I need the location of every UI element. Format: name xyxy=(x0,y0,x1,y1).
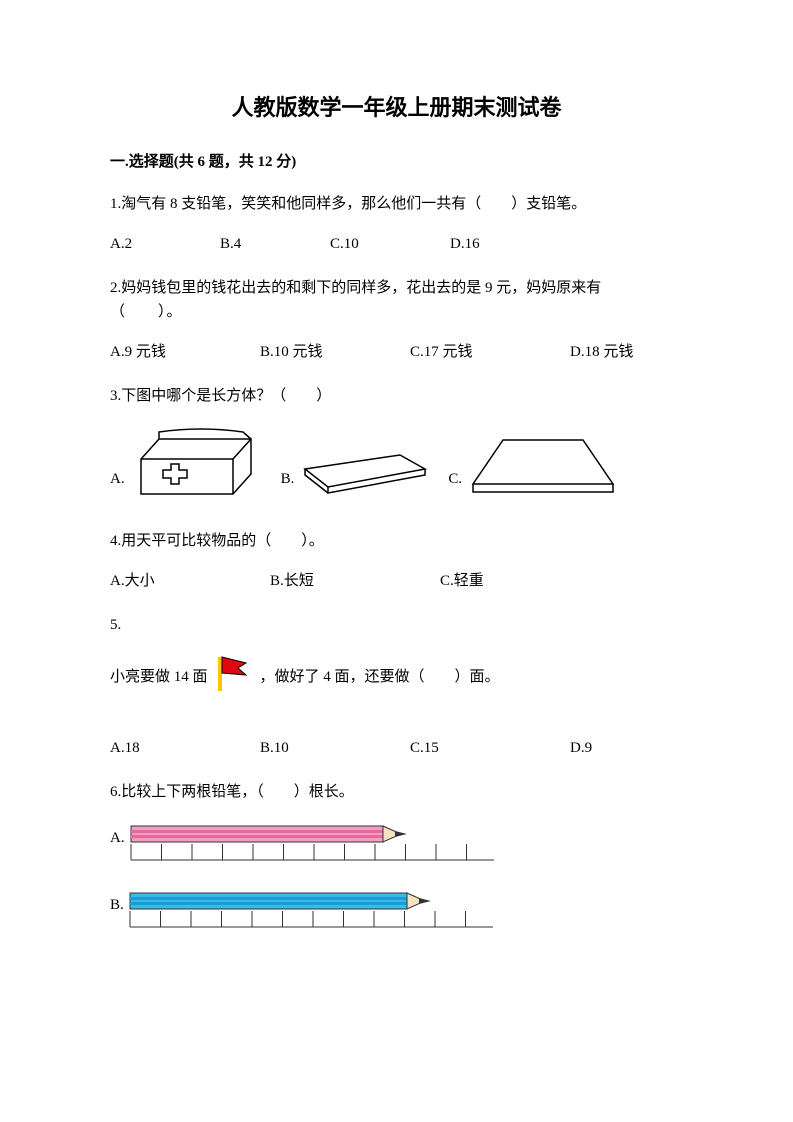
q3-label-c: C. xyxy=(448,467,462,499)
question-1: 1.淘气有 8 支铅笔，笑笑和他同样多，那么他们一共有（ ）支铅笔。 A.2 B… xyxy=(110,192,683,256)
q6-opt-b: B. xyxy=(110,887,683,929)
question-4: 4.用天平可比较物品的（ ）。 A.大小 B.长短 C.轻重 xyxy=(110,529,683,593)
q2-opt-b: B.10 元钱 xyxy=(260,340,410,364)
q3-label-b: B. xyxy=(281,467,295,499)
q6-opt-a: A. xyxy=(110,820,683,862)
q4-options: A.大小 B.长短 C.轻重 xyxy=(110,569,683,593)
q6-label-a: A. xyxy=(110,820,125,850)
q3-shape-c xyxy=(468,434,618,499)
q4-opt-a: A.大小 xyxy=(110,569,270,593)
q3-shape-b xyxy=(300,449,430,499)
q4-opt-c: C.轻重 xyxy=(440,569,683,593)
q3-shape-a xyxy=(131,424,261,499)
q5-num: 5. xyxy=(110,613,683,637)
q4-opt-b: B.长短 xyxy=(270,569,440,593)
section-header: 一.选择题(共 6 题，共 12 分) xyxy=(110,150,683,174)
q3-label-a: A. xyxy=(110,467,125,499)
q3-opt-b-wrap: B. xyxy=(281,449,431,499)
q2-opt-c: C.17 元钱 xyxy=(410,340,570,364)
q3-opt-a-wrap: A. xyxy=(110,424,261,499)
q3-opt-c-wrap: C. xyxy=(448,434,618,499)
q5-line: 小亮要做 14 面 ，做好了 4 面，还要做（ ）面。 xyxy=(110,653,683,701)
q3-options: A. B. xyxy=(110,424,683,499)
pencil-b-svg xyxy=(128,887,498,929)
q1-options: A.2 B.4 C.10 D.16 xyxy=(110,232,683,256)
q5-post: ，做好了 4 面，还要做（ ）面。 xyxy=(260,665,500,689)
q5-opt-c: C.15 xyxy=(410,736,570,760)
q5-opt-a: A.18 xyxy=(110,736,260,760)
q2-options: A.9 元钱 B.10 元钱 C.17 元钱 D.18 元钱 xyxy=(110,340,683,364)
question-5: 5. 小亮要做 14 面 ，做好了 4 面，还要做（ ）面。 A.18 B.10… xyxy=(110,613,683,760)
q2-opt-a: A.9 元钱 xyxy=(110,340,260,364)
pencil-a-svg xyxy=(129,820,499,862)
q1-opt-a: A.2 xyxy=(110,232,220,256)
q1-text: 1.淘气有 8 支铅笔，笑笑和他同样多，那么他们一共有（ ）支铅笔。 xyxy=(110,192,683,216)
q1-opt-b: B.4 xyxy=(220,232,330,256)
flag-icon xyxy=(214,653,254,701)
q5-pre: 小亮要做 14 面 xyxy=(110,665,208,689)
q2-line2: （ ）。 xyxy=(110,304,183,320)
q5-options: A.18 B.10 C.15 D.9 xyxy=(110,736,683,760)
question-3: 3.下图中哪个是长方体？（ ） A. B. xyxy=(110,384,683,499)
q1-opt-c: C.10 xyxy=(330,232,450,256)
q3-text: 3.下图中哪个是长方体？（ ） xyxy=(110,384,683,408)
q4-text: 4.用天平可比较物品的（ ）。 xyxy=(110,529,683,553)
q1-opt-d: D.16 xyxy=(450,232,683,256)
q5-opt-d: D.9 xyxy=(570,736,683,760)
q5-opt-b: B.10 xyxy=(260,736,410,760)
question-2: 2.妈妈钱包里的钱花出去的和剩下的同样多，花出去的是 9 元，妈妈原来有 （ ）… xyxy=(110,276,683,364)
q6-text: 6.比较上下两根铅笔，（ ）根长。 xyxy=(110,780,683,804)
q2-opt-d: D.18 元钱 xyxy=(570,340,683,364)
q2-text: 2.妈妈钱包里的钱花出去的和剩下的同样多，花出去的是 9 元，妈妈原来有 （ ）… xyxy=(110,276,683,324)
question-6: 6.比较上下两根铅笔，（ ）根长。 A. B. xyxy=(110,780,683,929)
page-title: 人教版数学一年级上册期末测试卷 xyxy=(110,90,683,125)
q2-line1: 2.妈妈钱包里的钱花出去的和剩下的同样多，花出去的是 9 元，妈妈原来有 xyxy=(110,280,601,296)
q6-label-b: B. xyxy=(110,887,124,917)
